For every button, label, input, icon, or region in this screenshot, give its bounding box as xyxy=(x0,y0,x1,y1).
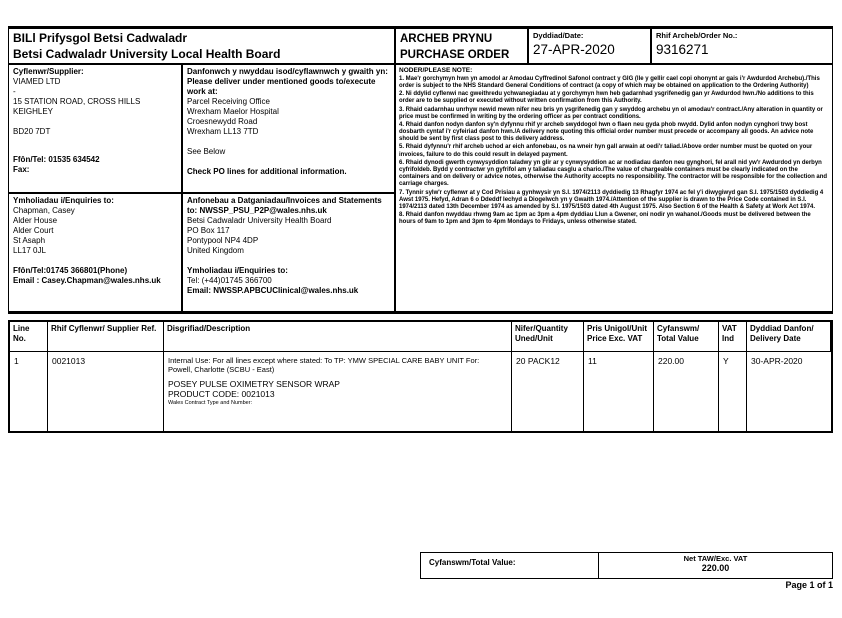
description-internal-use-line: Internal Use: For all lines except where… xyxy=(168,356,480,365)
supplier-fax-label: Fax: xyxy=(13,165,30,174)
terms-and-conditions-box: NODER/PLEASE NOTE: 1. Mae'r gorchymyn hw… xyxy=(395,64,833,313)
order-number-cell: Rhif Archeb/Order No.: 9316271 xyxy=(651,28,833,64)
column-header-vat-ind: VAT Ind xyxy=(719,322,747,352)
net-exc-vat-label: Net TAW/Exc. VAT xyxy=(683,554,748,563)
delivery-address-line: Croesnewydd Road xyxy=(187,117,258,126)
supplier-address-line: 15 STATION ROAD, CROSS HILLS xyxy=(13,97,141,106)
invoices-box: Anfonebau a Datganiadau/Invoices and Sta… xyxy=(182,193,395,313)
enquiries-email: Email : Casey.Chapman@wales.nhs.uk xyxy=(13,276,161,285)
delivery-address-line: Parcel Receiving Office xyxy=(187,97,270,106)
delivery-label-welsh: Danfonwch y nwyddau isod/cyflawnwch y gw… xyxy=(187,67,388,76)
row-line-no: 1 xyxy=(10,352,48,431)
invoices-address-line: United Kingdom xyxy=(187,246,244,255)
column-header-line-no: Line No. xyxy=(10,322,48,352)
invoices-label: Anfonebau a Datganiadau/Invoices and Sta… xyxy=(187,196,382,205)
terms-item: 5. Rhaid dyfynnu'r rhif archeb uchod ar … xyxy=(399,144,813,158)
invoices-tel: Tel: (+44)01745 366700 xyxy=(187,276,272,285)
enquiries-address-line: St Asaph xyxy=(13,236,46,245)
description-product-name: POSEY PULSE OXIMETRY SENSOR WRAP xyxy=(168,378,340,389)
supplier-address-line: KEIGHLEY xyxy=(13,107,54,116)
invoices-address-line: Betsi Cadwaladr University Health Board xyxy=(187,216,332,225)
invoices-enquiries-label: Ymholiadau i/Enquiries to: xyxy=(187,266,288,275)
enquiries-address-line: Alder Court xyxy=(13,226,54,235)
description-internal-use-line: Powell, Charlotte (SCBU - East) xyxy=(168,365,275,375)
terms-item: 3. Rhaid cadarnhau unrhyw newid mewn nif… xyxy=(399,106,823,120)
line-items-table: Line No. Rhif Cyflenwr/ Supplier Ref. Di… xyxy=(8,320,833,433)
doc-title-english: PURCHASE ORDER xyxy=(400,49,510,62)
delivery-label-english: Please deliver under mentioned goods to/… xyxy=(187,77,376,96)
order-number-label: Rhif Archeb/Order No.: xyxy=(656,31,738,40)
supplier-dash: - xyxy=(13,87,16,96)
row-vat-ind: Y xyxy=(719,352,747,431)
delivery-check-note: Check PO lines for additional informatio… xyxy=(187,167,347,176)
order-number-value: 9316271 xyxy=(656,42,709,58)
date-value: 27-APR-2020 xyxy=(533,42,615,58)
column-header-supplier-ref: Rhif Cyflenwr/ Supplier Ref. xyxy=(48,322,164,352)
enquiries-phone: Ffôn/Tel:01745 366801(Phone) xyxy=(13,266,128,275)
invoices-address-line: PO Box 117 xyxy=(187,226,230,235)
invoices-email: Email: NWSSP.APBCUClinical@wales.nhs.uk xyxy=(187,286,359,295)
terms-item: 1. Mae'r gorchymyn hwn yn amodol ar Amod… xyxy=(399,75,820,89)
document-title: ARCHEB PRYNU PURCHASE ORDER xyxy=(395,28,528,64)
org-header: BILl Prifysgol Betsi Cadwaladr Betsi Cad… xyxy=(8,28,395,64)
delivery-box: Danfonwch y nwyddau isod/cyflawnwch y gw… xyxy=(182,64,395,193)
delivery-address-line: Wrexham Maelor Hospital xyxy=(187,107,279,116)
order-date-cell: Dyddiad/Date: 27-APR-2020 xyxy=(528,28,651,64)
enquiries-box: Ymholiadau i/Enquiries to: Chapman, Case… xyxy=(8,193,182,313)
row-delivery-date: 30-APR-2020 xyxy=(751,356,803,366)
delivery-address-line: Wrexham LL13 7TD xyxy=(187,127,259,136)
section-divider xyxy=(8,311,833,314)
column-header-delivery-date: Dyddiad Danfon/ Delivery Date xyxy=(747,322,831,352)
row-total-value: 220.00 xyxy=(654,352,719,431)
doc-title-welsh: ARCHEB PRYNU xyxy=(400,33,493,45)
terms-item: 8. Rhaid danfon nwyddau rhwng 9am ac 1pm… xyxy=(399,212,811,226)
net-exc-vat-value: 220.00 xyxy=(701,563,730,574)
supplier-name: VIAMED LTD xyxy=(13,77,61,86)
column-header-quantity: Nifer/Quantity Uned/Unit xyxy=(512,322,584,352)
supplier-postcode: BD20 7DT xyxy=(13,127,51,136)
terms-item: 4. Rhaid danfon nodyn danfon sy'n dyfynn… xyxy=(399,121,814,143)
terms-item: 2. Ni ddylid cyflenwi nac gweithredu ych… xyxy=(399,91,814,105)
row-supplier-ref: 0021013 xyxy=(48,352,164,431)
row-description: Internal Use: For all lines except where… xyxy=(164,352,512,431)
enquiries-address-line: LL17 0JL xyxy=(13,246,46,255)
supplier-box: Cyflenwr/Supplier: VIAMED LTD - 15 STATI… xyxy=(8,64,182,193)
org-name-welsh: BILl Prifysgol Betsi Cadwaladr xyxy=(13,31,188,45)
column-header-unit-price: Pris Unigol/Unit Price Exc. VAT xyxy=(584,322,654,352)
enquiries-name: Chapman, Casey xyxy=(13,206,75,215)
description-product-code: PRODUCT CODE: 0021013 xyxy=(168,389,275,400)
row-unit-price: 11 xyxy=(584,352,654,431)
org-name-english: Betsi Cadwaladr University Local Health … xyxy=(13,47,281,62)
column-header-description: Disgrifiad/Description xyxy=(164,322,512,352)
terms-item: 6. Rhaid dynodi gwerth cynwysyddion tala… xyxy=(399,159,828,188)
supplier-label: Cyflenwr/Supplier: xyxy=(13,67,84,76)
terms-item: 7. Tynnir sylw'r cyflenwr at y Cod Prisi… xyxy=(399,189,824,210)
terms-title: NODER/PLEASE NOTE: xyxy=(399,67,473,74)
invoices-address-line: Pontypool NP4 4DP xyxy=(187,236,259,245)
total-net-cell: Net TAW/Exc. VAT 220.00 xyxy=(599,553,832,578)
description-wales-contract: Wales Contract Type and Number: xyxy=(168,400,253,406)
column-header-total-value: Cyfanswm/ Total Value xyxy=(654,322,719,352)
enquiries-label: Ymholiadau i/Enquiries to: xyxy=(13,196,114,205)
enquiries-address-line: Alder House xyxy=(13,216,58,225)
total-value-label: Cyfanswm/Total Value: xyxy=(421,553,599,578)
page-number: Page 1 of 1 xyxy=(785,580,833,590)
supplier-phone: Ffôn/Tel: 01535 634542 xyxy=(13,155,100,164)
top-border xyxy=(8,26,833,28)
delivery-see-below: See Below xyxy=(187,147,226,156)
date-label: Dyddiad/Date: xyxy=(533,31,584,40)
totals-box: Cyfanswm/Total Value: Net TAW/Exc. VAT 2… xyxy=(420,552,833,579)
invoices-to-email: to: NWSSP_PSU_P2P@wales.nhs.uk xyxy=(187,206,327,215)
row-quantity: 20 PACK12 xyxy=(512,352,584,431)
